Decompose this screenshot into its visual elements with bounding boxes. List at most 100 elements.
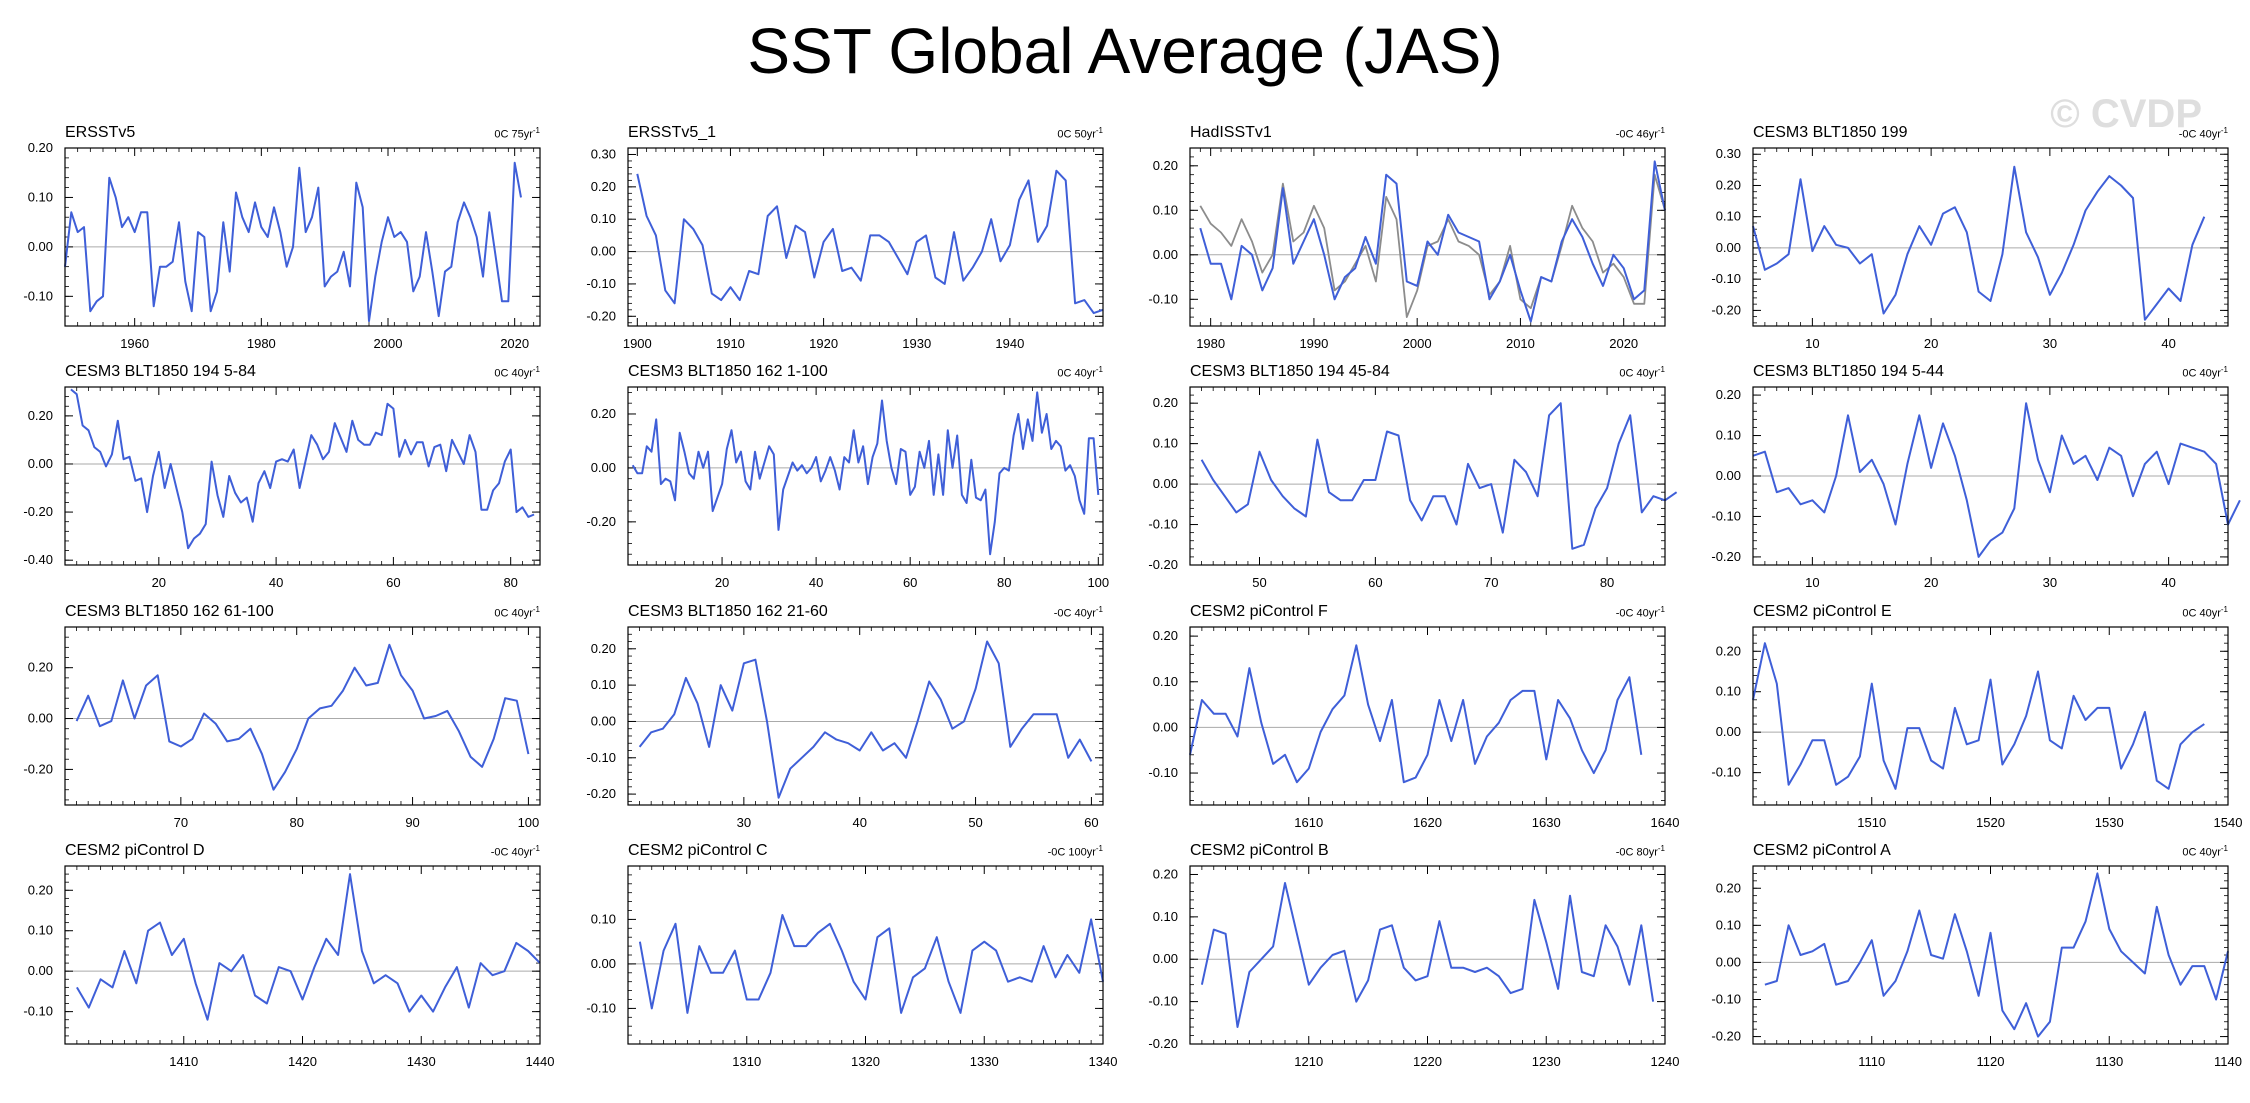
x-tick-label: 100 [1087, 575, 1109, 590]
panel-title: CESM3 BLT1850 194 5-84 [65, 363, 256, 380]
chart-panel: CESM2 piControl E 0C 40yr-1 1510 1520 1530 15… [1688, 603, 2250, 845]
y-tick-label: -0.10 [586, 750, 616, 765]
series-line [1200, 402, 1678, 550]
trend-unit: -1 [532, 365, 540, 374]
trend-label: 0C 40yr-1 [1057, 365, 1103, 380]
chart-panel: HadISSTv1 -0C 46yr-1 1980 1990 2000 2010 2020 -… [1125, 124, 1687, 366]
plot-frame [64, 626, 541, 806]
x-tick-label: 1900 [623, 336, 652, 351]
line-chart: 1610 1620 1630 1640 -0.10 0.00 0.10 0.20 [1148, 626, 1679, 830]
x-tick-label: 1430 [407, 1054, 436, 1069]
secondary-series-line [1199, 173, 1666, 319]
x-tick-label: 1130 [2095, 1054, 2123, 1069]
trend-unit: -1 [1657, 844, 1665, 853]
trend-unit: -1 [2220, 365, 2228, 374]
y-tick-label: -0.10 [1711, 508, 1741, 523]
y-tick-label: -0.10 [1711, 271, 1741, 286]
x-tick-label: 40 [809, 575, 823, 590]
y-tick-label: -0.20 [1148, 557, 1178, 572]
trend-value: -0C 46yr [1615, 128, 1658, 141]
trend-label: 0C 40yr-1 [1619, 365, 1665, 380]
series-line [1752, 642, 2205, 790]
y-tick-label: 0.10 [1716, 428, 1741, 443]
trend-unit: -1 [2220, 844, 2228, 853]
y-tick-label: 0.20 [1153, 158, 1178, 173]
x-tick-label: 10 [1805, 336, 1819, 351]
y-tick-label: 0.00 [28, 239, 53, 254]
panel-title: CESM3 BLT1850 194 45-84 [1190, 363, 1390, 380]
plot-frame [627, 626, 1104, 806]
line-chart: 20 40 60 80 100 -0.20 0.00 0.20 [586, 386, 1109, 590]
trend-unit: -1 [1657, 365, 1665, 374]
trend-label: 0C 40yr-1 [494, 605, 540, 620]
x-tick-label: 1110 [1858, 1054, 1885, 1069]
y-tick-label: 0.00 [1716, 954, 1741, 969]
trend-value: 0C 50yr [1057, 128, 1096, 141]
trend-unit: -1 [1095, 844, 1103, 853]
x-tick-label: 1340 [1089, 1054, 1118, 1069]
x-tick-label: 80 [1600, 575, 1614, 590]
chart-panel: CESM2 piControl B -0C 80yr-1 1210 1220 1230 1… [1125, 842, 1687, 1084]
panel-title: HadISSTv1 [1190, 124, 1272, 141]
x-tick-label: 90 [405, 815, 419, 830]
panel-title: CESM3 BLT1850 162 61-100 [65, 603, 274, 620]
x-tick-label: 1930 [902, 336, 931, 351]
y-tick-label: 0.00 [591, 713, 616, 728]
y-tick-label: -0.20 [1711, 1029, 1741, 1044]
x-tick-label: 80 [503, 575, 517, 590]
y-tick-label: 0.30 [591, 146, 616, 161]
trend-label: -0C 40yr-1 [1616, 605, 1665, 620]
trend-value: 0C 75yr [494, 128, 533, 141]
trend-label: 0C 75yr-1 [494, 126, 540, 141]
chart-panel: CESM3 BLT1850 194 5-84 0C 40yr-1 20 40 60 80 -… [0, 363, 562, 605]
x-tick-label: 2020 [500, 336, 529, 351]
chart-panel: CESM3 BLT1850 199 -0C 40yr-1 10 20 30 40 -0.20… [1688, 124, 2250, 366]
series-line [76, 873, 541, 1021]
watermark-logo: © CVDP [2050, 92, 2202, 136]
y-tick-label: 0.10 [1153, 436, 1178, 451]
y-tick-label: -0.10 [586, 1000, 616, 1015]
line-chart: 70 80 90 100 -0.20 0.00 0.20 [23, 626, 541, 830]
trend-label: 0C 40yr-1 [2182, 365, 2228, 380]
x-tick-label: 1320 [851, 1054, 880, 1069]
plot-frame [64, 147, 541, 327]
x-tick-label: 1310 [732, 1054, 761, 1069]
x-tick-label: 100 [518, 815, 540, 830]
trend-value: -0C 40yr [1053, 607, 1096, 620]
x-tick-label: 2000 [374, 336, 403, 351]
line-chart: 1980 1990 2000 2010 2020 -0.10 0.00 0.10 0.20 [1148, 147, 1666, 351]
x-tick-label: 1940 [995, 336, 1024, 351]
panel-title: CESM2 piControl F [1190, 603, 1328, 620]
y-tick-label: 0.20 [1716, 387, 1741, 402]
y-tick-label: -0.20 [1711, 549, 1741, 564]
panel-title: CESM3 BLT1850 199 [1753, 124, 1908, 141]
y-tick-label: 0.10 [28, 189, 53, 204]
trend-value: 0C 40yr [2182, 367, 2221, 380]
series-line [638, 640, 1093, 799]
trend-value: -0C 80yr [1615, 846, 1658, 859]
trend-unit: -1 [1095, 605, 1103, 614]
trend-unit: -1 [1657, 126, 1665, 135]
x-tick-label: 1230 [1532, 1054, 1561, 1069]
y-tick-label: -0.20 [586, 786, 616, 801]
line-chart: 30 40 50 60 -0.20 -0.10 0.00 0.10 0.20 [586, 626, 1104, 830]
x-tick-label: 1420 [288, 1054, 317, 1069]
trend-value: 0C 40yr [494, 607, 533, 620]
y-tick-label: -0.20 [1711, 302, 1741, 317]
x-tick-label: 80 [997, 575, 1011, 590]
y-tick-label: 0.00 [1153, 951, 1178, 966]
plot-frame [1189, 386, 1666, 566]
panel-title: CESM2 piControl D [65, 842, 205, 859]
y-tick-label: -0.10 [23, 288, 53, 303]
x-tick-label: 60 [1368, 575, 1382, 590]
y-tick-label: 0.00 [28, 456, 53, 471]
line-chart: 10 20 30 40 -0.20 -0.10 0.00 0.10 0.20 [1711, 386, 2241, 590]
trend-unit: -1 [1095, 365, 1103, 374]
series-line [1764, 872, 2229, 1038]
y-tick-label: 0.20 [591, 179, 616, 194]
trend-label: 0C 40yr-1 [2182, 605, 2228, 620]
line-chart: 20 40 60 80 -0.40 -0.20 0.00 0.20 [23, 386, 541, 590]
x-tick-label: 1980 [247, 336, 276, 351]
line-chart: 1960 1980 2000 2020 -0.10 0.00 0.10 0.20 [23, 140, 541, 351]
